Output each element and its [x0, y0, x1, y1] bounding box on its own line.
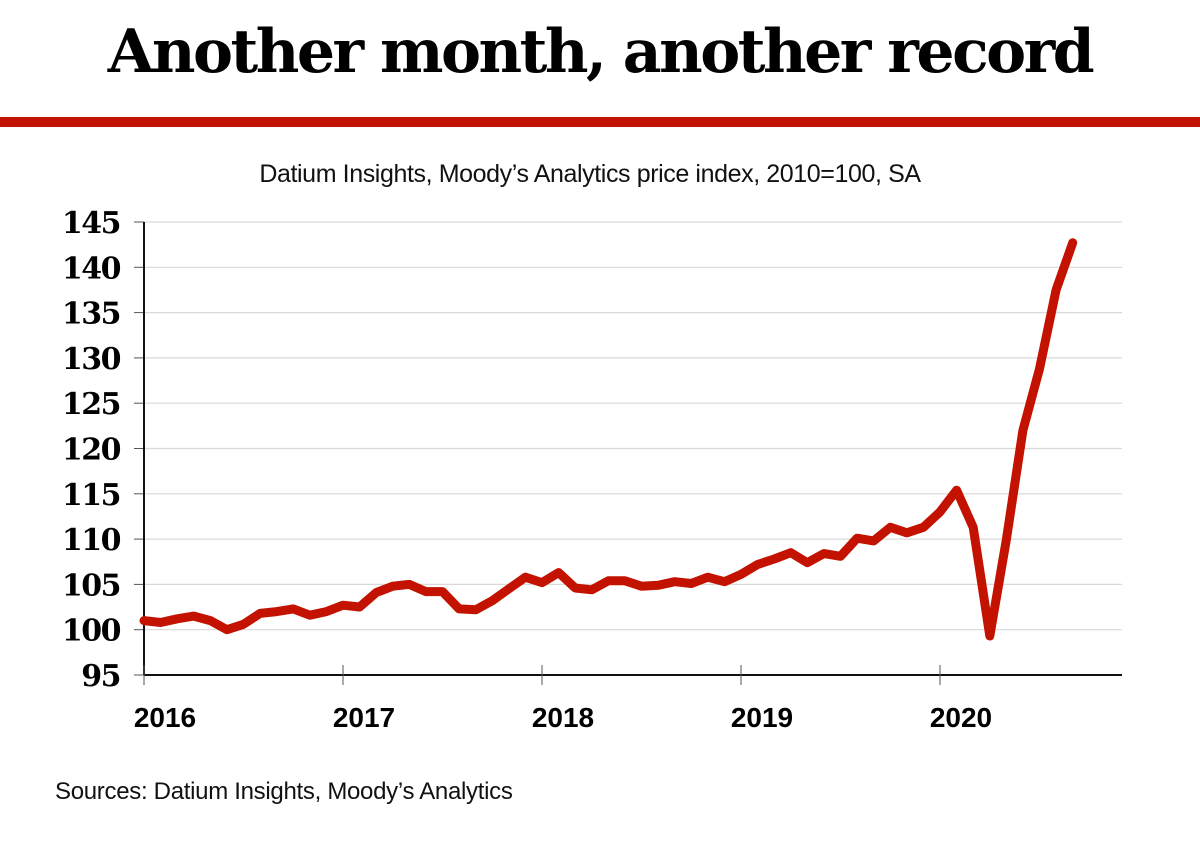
y-tick-label: 125 — [62, 387, 120, 422]
y-tick-label: 120 — [62, 433, 121, 468]
x-axis: 2016 2017 2018 2019 2020 — [134, 665, 1122, 733]
x-tick-label: 2020 — [930, 702, 992, 733]
series-layer — [139, 238, 1078, 641]
y-tick-label: 100 — [62, 614, 121, 649]
headline-rule — [0, 117, 1200, 127]
y-axis: 95 100 105 110 115 120 125 130 135 140 145 — [62, 206, 145, 694]
y-tick-label: 135 — [62, 297, 120, 332]
x-tick-label: 2016 — [134, 702, 196, 733]
x-tick-label: 2019 — [731, 702, 793, 733]
x-tick-label: 2017 — [333, 702, 395, 733]
y-tick-label: 140 — [62, 251, 121, 286]
x-tick-label: 2018 — [532, 702, 594, 733]
series-line — [139, 238, 1078, 641]
y-tick-label: 145 — [62, 206, 120, 241]
y-tick-label: 105 — [62, 568, 120, 603]
headline: Another month, another record — [107, 17, 1095, 87]
y-tick-label: 95 — [81, 659, 120, 694]
y-tick-label: 110 — [62, 523, 121, 558]
chart-subtitle: Datium Insights, Moody’s Analytics price… — [259, 160, 921, 188]
source-note: Sources: Datium Insights, Moody’s Analyt… — [55, 778, 513, 805]
y-tick-label: 130 — [62, 342, 121, 377]
y-tick-label: 115 — [62, 478, 120, 513]
